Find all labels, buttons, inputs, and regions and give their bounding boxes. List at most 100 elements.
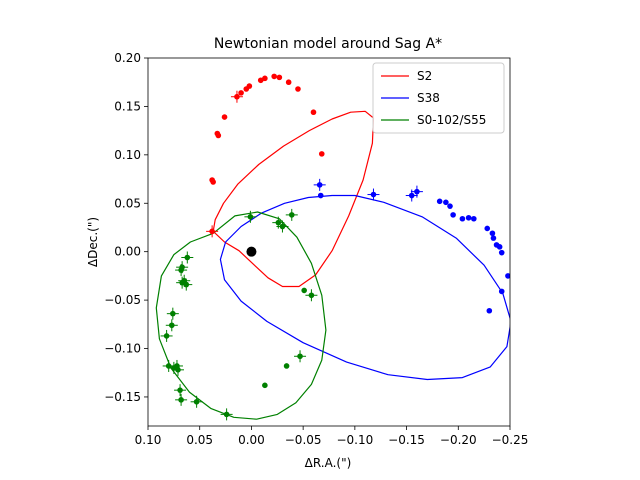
point-marker xyxy=(283,363,290,369)
point-marker xyxy=(181,277,187,284)
point-marker xyxy=(443,199,449,206)
point-marker xyxy=(288,212,295,218)
data-point xyxy=(175,393,188,406)
point-marker xyxy=(285,79,292,86)
point-marker xyxy=(275,219,282,226)
data-point xyxy=(459,215,466,222)
data-point xyxy=(276,74,283,81)
point-marker xyxy=(486,307,493,314)
x-tick-label: −0.10 xyxy=(336,433,373,447)
point-marker xyxy=(170,310,176,317)
point-marker xyxy=(279,223,286,230)
point-marker xyxy=(484,225,491,232)
data-point xyxy=(262,382,268,389)
data-point xyxy=(214,130,221,137)
data-point xyxy=(166,307,179,320)
point-marker xyxy=(489,230,496,237)
data-point xyxy=(174,384,187,397)
point-marker xyxy=(498,249,505,256)
data-point xyxy=(484,225,491,232)
x-tick-label: −0.25 xyxy=(492,433,529,447)
y-tick-label: −0.05 xyxy=(104,293,141,307)
data-point xyxy=(238,90,244,96)
data-point xyxy=(471,215,477,222)
data-point xyxy=(244,210,257,223)
y-tick-label: −0.10 xyxy=(104,342,141,356)
point-marker xyxy=(490,235,497,241)
data-point xyxy=(221,114,228,120)
data-point xyxy=(262,75,268,82)
point-marker xyxy=(209,177,215,183)
legend-label-S2: S2 xyxy=(417,69,432,83)
point-marker xyxy=(505,273,510,279)
data-point xyxy=(447,203,453,209)
y-tick-label: 0.15 xyxy=(114,99,141,113)
y-tick-label: 0.10 xyxy=(114,148,141,162)
orbit-line-S38 xyxy=(219,194,510,381)
data-point xyxy=(181,251,194,264)
data-point xyxy=(175,264,188,277)
point-marker xyxy=(295,86,301,92)
point-marker xyxy=(496,244,503,250)
point-marker xyxy=(184,254,191,261)
point-marker xyxy=(193,398,200,405)
data-point xyxy=(285,208,298,221)
data-point xyxy=(283,363,290,369)
point-marker xyxy=(318,151,325,157)
y-tick-label: 0.00 xyxy=(114,245,141,259)
chart-title: Newtonian model around Sag A* xyxy=(214,36,442,52)
point-marker xyxy=(209,228,215,235)
sag-a-star-marker xyxy=(246,246,257,257)
axes-frame xyxy=(147,57,511,427)
point-marker xyxy=(221,114,228,120)
data-point xyxy=(436,198,443,205)
legend-box xyxy=(372,62,505,134)
x-tick-label: 0.10 xyxy=(135,433,162,447)
x-tick-label: −0.15 xyxy=(388,433,425,447)
data-point xyxy=(162,359,175,372)
data-point xyxy=(305,289,318,302)
point-marker xyxy=(214,130,221,137)
data-point xyxy=(313,178,326,191)
point-marker xyxy=(178,267,184,273)
data-point xyxy=(301,287,307,294)
data-point xyxy=(367,188,380,201)
point-marker xyxy=(238,90,244,96)
point-marker xyxy=(310,109,317,116)
data-point xyxy=(209,177,215,183)
data-point xyxy=(206,225,219,238)
data-point xyxy=(190,395,203,408)
data-point xyxy=(450,212,456,218)
point-marker xyxy=(450,212,456,218)
data-point xyxy=(294,350,307,363)
x-tick-label: 0.05 xyxy=(186,433,213,447)
data-point xyxy=(160,329,173,342)
y-tick-label: 0.20 xyxy=(114,51,141,65)
point-marker xyxy=(168,322,175,329)
data-point xyxy=(317,192,324,199)
point-marker xyxy=(262,382,268,389)
point-marker xyxy=(234,93,240,100)
data-point xyxy=(165,319,178,332)
orbit-line-S0-102/S55 xyxy=(155,211,327,420)
point-marker xyxy=(301,287,307,294)
legend: S2 S38 S0-102/S55 xyxy=(372,62,505,134)
point-marker xyxy=(177,387,183,393)
point-marker xyxy=(171,365,177,371)
data-point xyxy=(405,189,418,202)
point-marker xyxy=(297,353,303,360)
point-marker xyxy=(408,192,415,199)
data-point xyxy=(486,307,493,314)
point-marker xyxy=(223,411,230,418)
data-point xyxy=(178,274,191,287)
point-marker xyxy=(498,288,505,295)
point-marker xyxy=(370,191,377,198)
data-point xyxy=(443,199,449,206)
x-tick-label: −0.05 xyxy=(285,433,322,447)
point-marker xyxy=(308,292,315,299)
point-marker xyxy=(465,214,472,221)
point-marker xyxy=(262,75,268,82)
x-axis: 0.10 0.05 0.00 −0.05 −0.10 −0.15 −0.20 −0.25 xyxy=(135,426,529,447)
point-marker xyxy=(165,363,172,369)
